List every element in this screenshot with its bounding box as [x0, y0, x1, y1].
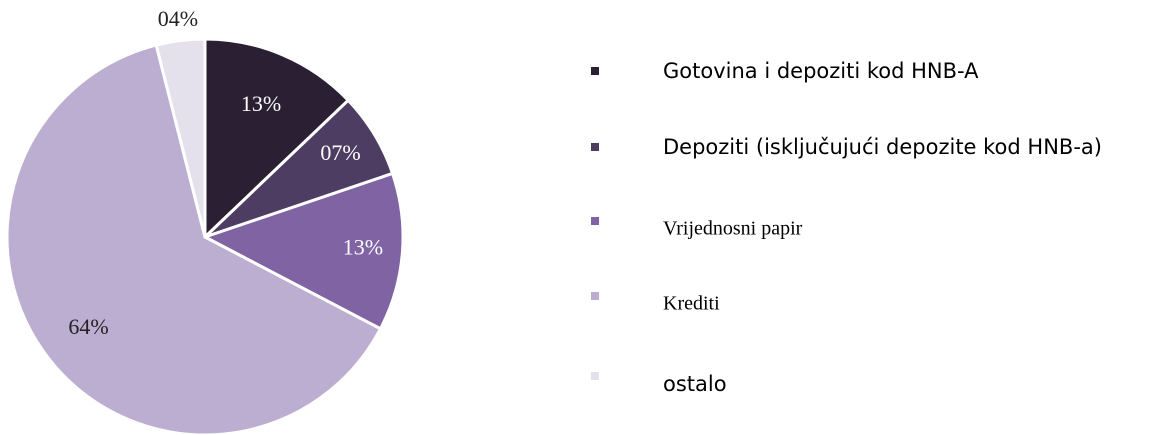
- data-label: 04%: [158, 6, 198, 31]
- pie-slice: [5, 43, 383, 435]
- data-label: 13%: [343, 234, 383, 259]
- pie-slice: [201, 171, 405, 331]
- pie-slice: [203, 37, 351, 241]
- legend-marker: [591, 67, 599, 75]
- legend-label: Depoziti (isključujući depozite kod HNB-…: [663, 135, 1102, 159]
- legend-label: Krediti: [663, 293, 720, 315]
- legend-label: ostalo: [663, 372, 727, 396]
- data-label: 13%: [241, 91, 281, 116]
- legend-marker: [591, 143, 599, 151]
- legend-label: Gotovina i depoziti kod HNB-A: [663, 59, 979, 83]
- legend-marker: [591, 372, 599, 380]
- legend-label: Vrijednosni papir: [663, 218, 803, 240]
- pie-slice: [154, 37, 207, 238]
- data-label: 64%: [68, 314, 108, 339]
- data-label: 07%: [320, 140, 360, 165]
- legend-marker: [591, 292, 599, 300]
- legend-marker: [591, 217, 599, 225]
